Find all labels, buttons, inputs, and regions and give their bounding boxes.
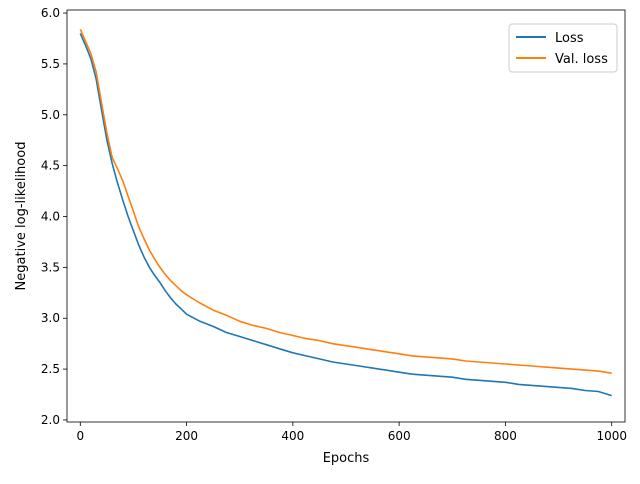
y-tick-label: 2.0 [41,413,60,427]
x-tick-label: 800 [494,429,517,443]
y-tick-label: 3.0 [41,311,60,325]
y-tick-label: 2.5 [41,362,60,376]
loss-line [79,33,612,397]
x-tick-label: 1000 [596,429,627,443]
y-tick-label: 5.5 [41,57,60,71]
y-tick-label: 6.0 [41,6,60,20]
y-tick-label: 5.0 [41,108,60,122]
x-tick-label: 400 [281,429,304,443]
y-tick-label: 4.0 [41,210,60,224]
x-tick-label: 0 [76,429,84,443]
x-axis-label: Epochs [323,451,370,466]
y-tick-label: 4.5 [41,159,60,173]
plot-area [79,28,612,397]
x-tick-label: 600 [388,429,411,443]
x-axis-ticks: 0 200 400 600 800 1000 [76,422,627,443]
y-axis-ticks: 2.0 2.5 3.0 3.5 4.0 4.5 5.0 5.5 6.0 [41,6,67,427]
legend-loss-label: Loss [555,31,584,46]
axes-frame [66,9,626,423]
y-axis-label: Negative log-likelihood [14,142,29,291]
val-loss-line [79,28,612,374]
x-tick-label: 200 [175,429,198,443]
legend-val-loss-label: Val. loss [555,52,608,67]
y-tick-label: 3.5 [41,260,60,274]
legend: Loss Val. loss [508,23,618,73]
